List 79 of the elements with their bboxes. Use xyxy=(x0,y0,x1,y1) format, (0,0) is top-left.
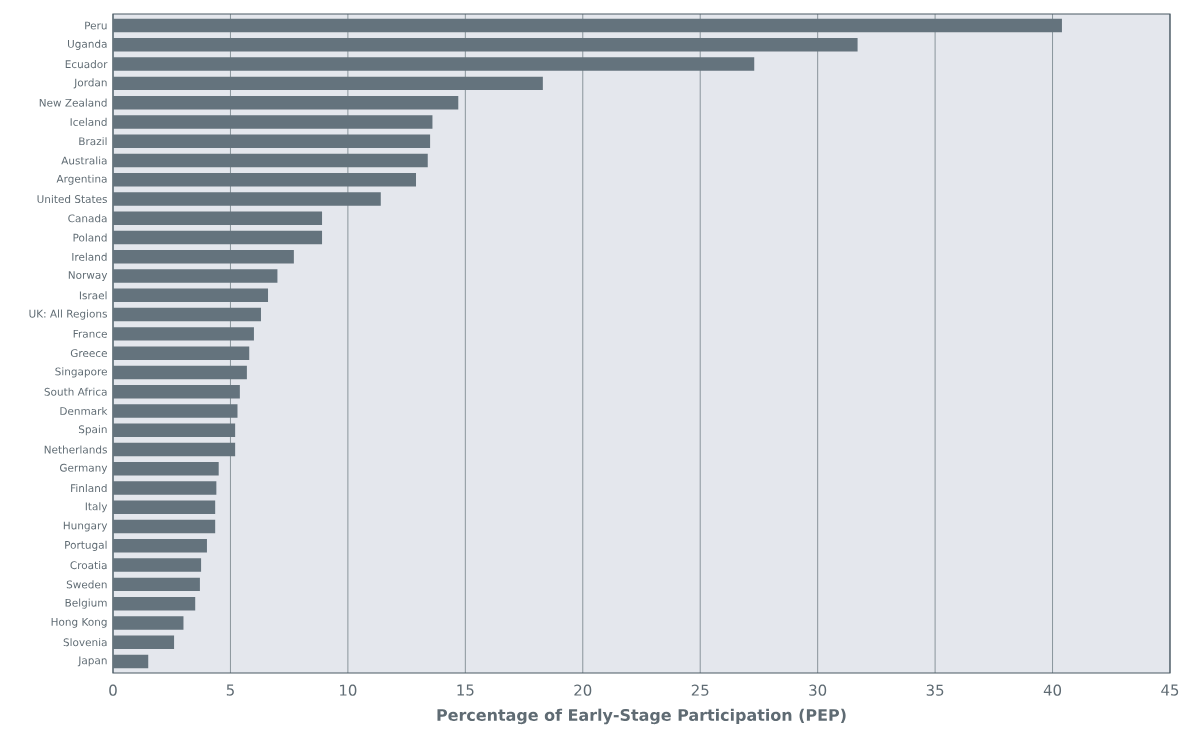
x-tick-label: 0 xyxy=(109,684,117,696)
bar xyxy=(113,269,278,283)
bar xyxy=(113,192,381,206)
bar xyxy=(113,423,236,437)
bar xyxy=(113,442,236,457)
x-tick-label: 40 xyxy=(1043,684,1062,696)
y-tick-label: Israel xyxy=(79,291,107,300)
x-tick-label: 30 xyxy=(809,684,827,696)
x-tick-label: 5 xyxy=(226,684,234,696)
bar xyxy=(113,153,428,168)
bar xyxy=(113,500,216,515)
y-tick-label: Australia xyxy=(61,156,107,165)
bar xyxy=(113,462,219,476)
y-tick-label: Hong Kong xyxy=(51,618,107,628)
bar xyxy=(113,18,1062,33)
bar xyxy=(113,57,755,71)
bar xyxy=(113,577,200,592)
y-tick-label: Canada xyxy=(68,214,107,223)
bar xyxy=(113,134,431,148)
bar xyxy=(113,307,261,322)
bar xyxy=(113,596,196,611)
y-tick-label: Jordan xyxy=(73,78,107,89)
bar xyxy=(113,481,217,495)
bar xyxy=(113,558,202,572)
x-axis-title: Percentage of Early-Stage Participation (PEP) xyxy=(437,708,846,725)
x-tick-label: 20 xyxy=(574,684,592,696)
y-tick-label: Spain xyxy=(78,425,107,436)
y-tick-label: Iceland xyxy=(70,117,107,126)
y-tick-label: Netherlands xyxy=(44,445,107,454)
bar xyxy=(113,211,323,225)
y-tick-label: Norway xyxy=(68,271,108,281)
bar xyxy=(113,230,323,245)
y-tick-label: Croatia xyxy=(70,561,107,570)
y-tick-label: Belgium xyxy=(65,598,107,609)
bar xyxy=(113,346,250,360)
y-tick-label: Hungary xyxy=(63,521,108,532)
y-tick-label: Uganda xyxy=(68,39,107,50)
y-tick-label: Denmark xyxy=(60,406,108,415)
bar xyxy=(113,172,416,187)
bar xyxy=(113,38,858,52)
bar xyxy=(113,76,543,91)
y-tick-label: Japan xyxy=(77,656,107,667)
bar xyxy=(113,404,238,418)
bar xyxy=(113,635,175,649)
x-tick-label: 10 xyxy=(340,684,357,696)
bar xyxy=(113,288,269,303)
bar xyxy=(113,365,247,380)
y-tick-label: Italy xyxy=(85,502,108,513)
bar xyxy=(113,250,294,264)
y-tick-label: Sweden xyxy=(66,580,107,589)
bar xyxy=(113,95,459,110)
y-tick-label: Finland xyxy=(71,483,107,493)
y-tick-label: Slovenia xyxy=(63,638,107,647)
y-tick-label: UK: All Regions xyxy=(29,309,107,320)
y-tick-label: Germany xyxy=(59,463,108,474)
y-tick-label: United States xyxy=(37,194,107,204)
x-tick-label: 25 xyxy=(691,684,709,696)
y-tick-label: Ireland xyxy=(72,252,107,261)
bar xyxy=(113,115,433,129)
x-tick-label: 35 xyxy=(926,684,944,696)
bar xyxy=(113,327,254,341)
y-tick-label: Ecuador xyxy=(65,60,108,69)
y-tick-label: Peru xyxy=(85,21,107,30)
y-tick-label: France xyxy=(73,329,107,338)
bar xyxy=(113,616,184,630)
y-tick-label: Greece xyxy=(70,349,107,358)
x-tick-label: 15 xyxy=(457,684,474,696)
y-tick-label: Portugal xyxy=(65,540,107,551)
y-tick-label: New Zealand xyxy=(39,98,107,107)
y-tick-label: South Africa xyxy=(44,387,107,396)
bar xyxy=(113,654,149,669)
bar xyxy=(113,539,207,553)
x-tick-label: 45 xyxy=(1161,684,1179,696)
bar xyxy=(113,384,240,399)
y-tick-label: Poland xyxy=(73,233,107,242)
bar xyxy=(113,519,216,534)
y-tick-label: Singapore xyxy=(55,367,107,378)
y-tick-label: Brazil xyxy=(79,137,107,146)
y-tick-label: Argentina xyxy=(56,174,107,185)
